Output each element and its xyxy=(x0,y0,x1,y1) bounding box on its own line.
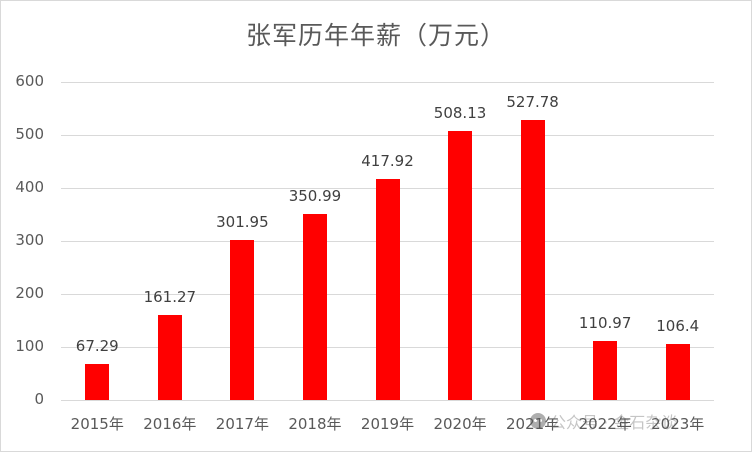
data-label: 350.99 xyxy=(288,186,342,205)
data-label: 417.92 xyxy=(361,151,414,170)
y-tick-label: 100 xyxy=(15,337,44,355)
data-label: 67.29 xyxy=(75,337,119,356)
data-label: 508.13 xyxy=(433,103,487,122)
x-tick-label: 2022年 xyxy=(578,415,632,433)
data-label: 301.95 xyxy=(216,212,269,231)
bar[interactable] xyxy=(448,130,473,400)
data-label: 110.97 xyxy=(578,314,632,333)
y-tick-label: 500 xyxy=(15,125,44,143)
y-tick-label: 400 xyxy=(15,178,44,196)
y-tick-label: 600 xyxy=(15,72,44,90)
data-label: 527.78 xyxy=(506,93,559,112)
data-label: 106.4 xyxy=(656,316,700,335)
bar[interactable] xyxy=(157,314,182,400)
x-tick-label: 2016年 xyxy=(143,415,197,433)
x-tick-label: 2015年 xyxy=(70,415,124,433)
bar[interactable] xyxy=(665,343,690,400)
x-tick-label: 2023年 xyxy=(651,415,705,433)
gridline xyxy=(61,400,714,401)
x-tick-label: 2017年 xyxy=(215,415,269,433)
bar[interactable] xyxy=(230,239,255,400)
x-tick-label: 2020年 xyxy=(433,415,487,433)
bar[interactable] xyxy=(593,341,618,400)
x-tick-label: 2021年 xyxy=(506,415,560,433)
gridline xyxy=(61,82,714,83)
x-tick-label: 2019年 xyxy=(360,415,415,433)
gridline xyxy=(61,135,714,136)
bar[interactable] xyxy=(85,364,110,400)
y-tick-label: 0 xyxy=(34,390,44,408)
x-tick-label: 2018年 xyxy=(288,415,342,433)
bar[interactable] xyxy=(302,213,327,400)
y-tick-label: 200 xyxy=(15,284,44,302)
chart-title: 张军历年年薪（万元） xyxy=(245,21,506,50)
bar[interactable] xyxy=(520,120,545,400)
y-tick-label: 300 xyxy=(15,231,44,249)
bar[interactable] xyxy=(375,178,400,400)
plot-area xyxy=(61,82,714,401)
data-label: 161.27 xyxy=(143,287,197,306)
